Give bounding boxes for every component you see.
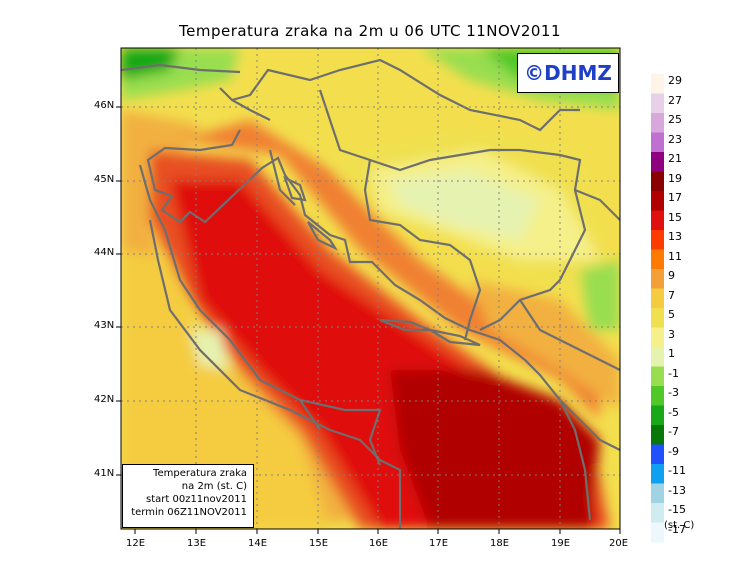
colorbar-label--3: -3 xyxy=(668,386,679,399)
colorbar-label-3: 3 xyxy=(668,327,675,341)
colorbar-label-27: 27 xyxy=(668,93,682,107)
colorbar-units: (st. C) xyxy=(664,520,695,531)
colorbar-swatch-9 xyxy=(651,269,664,289)
italy-west-coast xyxy=(148,219,402,529)
map-title: Temperatura zraka na 2m u 06 UTC 11NOV20… xyxy=(178,22,561,40)
info-box: Temperatura zraka na 2m (st. C) start 00… xyxy=(122,464,254,528)
colorbar-label-21: 21 xyxy=(668,152,682,165)
colorbar-label--5: -5 xyxy=(668,405,679,419)
colorbar-label-25: 25 xyxy=(668,113,682,126)
lon-label-12e: 12E xyxy=(126,538,146,549)
albania-border xyxy=(559,399,620,451)
colorbar-label-5: 5 xyxy=(668,308,675,321)
colorbar-label-7: 7 xyxy=(668,288,675,302)
lon-label-15e: 15E xyxy=(309,538,329,549)
lon-label-19e: 19E xyxy=(551,538,571,549)
lat-label-43n: 43N xyxy=(94,320,115,331)
colorbar-label-11: 11 xyxy=(668,249,682,263)
adriatic-east-coast xyxy=(146,129,592,521)
dhmz-logo: ©DHMZ xyxy=(517,53,619,93)
lon-label-17e: 17E xyxy=(429,538,449,549)
info-line-2: na 2m (st. C) xyxy=(181,481,247,492)
colorbar-swatch-29 xyxy=(651,74,664,94)
colorbar-swatch-15 xyxy=(651,210,664,231)
info-line-4: termin 06Z11NOV2011 xyxy=(131,507,247,518)
colorbar-swatch--7 xyxy=(651,425,664,445)
lon-label-13e: 13E xyxy=(187,538,207,549)
colorbar-label--11: -11 xyxy=(668,464,686,477)
croatia-north-border xyxy=(231,58,580,132)
lon-label-18e: 18E xyxy=(490,538,510,549)
coastline-borders xyxy=(121,58,620,529)
colorbar-label--1: -1 xyxy=(668,366,679,380)
inland-border-1 xyxy=(363,159,482,341)
lat-label-45n: 45N xyxy=(94,174,115,185)
colorbar-label-19: 19 xyxy=(668,171,682,185)
colorbar-label--7: -7 xyxy=(668,425,679,438)
colorbar-swatch--1 xyxy=(651,366,664,387)
colorbar-swatch-7 xyxy=(651,288,664,309)
slovenia-border xyxy=(219,87,271,121)
colorbar-swatch-21 xyxy=(651,152,664,172)
island-korcula xyxy=(429,328,481,347)
colorbar-swatch-27 xyxy=(651,93,664,114)
colorbar-swatch--5 xyxy=(651,405,664,426)
axis-ticks xyxy=(116,106,621,534)
graticule xyxy=(121,48,620,529)
colorbar-swatch--9 xyxy=(651,444,664,465)
lat-label-44n: 44N xyxy=(94,247,115,258)
istria-coast xyxy=(268,149,296,206)
colorbar-label--13: -13 xyxy=(668,483,686,497)
colorbar-swatch-17 xyxy=(651,191,664,211)
colorbar-swatch--11 xyxy=(651,464,664,484)
colorbar-label-17: 17 xyxy=(668,191,682,204)
colorbar-label-15: 15 xyxy=(668,210,682,224)
colorbar-swatch-13 xyxy=(651,230,664,250)
colorbar-swatch-3 xyxy=(651,327,664,348)
colorbar-label-1: 1 xyxy=(668,347,675,360)
gargano-coast xyxy=(299,399,321,431)
colorbar-label-9: 9 xyxy=(668,269,675,282)
colorbar-swatch-5 xyxy=(651,308,664,328)
austria-border xyxy=(121,63,241,74)
colorbar-swatch--17 xyxy=(651,522,664,543)
lat-label-46n: 46N xyxy=(94,100,115,111)
colorbar-label-29: 29 xyxy=(668,74,682,87)
serbia-border xyxy=(574,188,620,221)
lat-label-41n: 41N xyxy=(94,468,115,479)
montenegro-border xyxy=(519,299,620,371)
colorbar-label-13: 13 xyxy=(668,230,682,243)
colorbar-label--15: -15 xyxy=(668,503,686,516)
colorbar-swatch-11 xyxy=(651,249,664,270)
island-dugi-otok xyxy=(307,221,338,251)
island-krk xyxy=(283,175,307,202)
colorbar-swatch-23 xyxy=(651,132,664,153)
lon-label-14e: 14E xyxy=(248,538,268,549)
colorbar-swatch--3 xyxy=(651,386,664,406)
info-line-1: Temperatura zraka xyxy=(153,468,247,479)
colorbar-swatch--13 xyxy=(651,483,664,504)
info-line-3: start 00z11nov2011 xyxy=(146,494,247,505)
colorbar-label--9: -9 xyxy=(668,444,679,458)
colorbar-swatch-19 xyxy=(651,171,664,192)
lat-label-42n: 42N xyxy=(94,394,115,405)
colorbar xyxy=(651,74,664,543)
lon-label-20e: 20E xyxy=(609,538,629,549)
colorbar-swatch-25 xyxy=(651,113,664,133)
lon-label-16e: 16E xyxy=(369,538,389,549)
colorbar-swatch-1 xyxy=(651,347,664,367)
colorbar-label--17: -17 xyxy=(668,522,686,536)
colorbar-label-23: 23 xyxy=(668,132,682,146)
colorbar-swatch--15 xyxy=(651,503,664,523)
map-frame xyxy=(120,47,621,530)
